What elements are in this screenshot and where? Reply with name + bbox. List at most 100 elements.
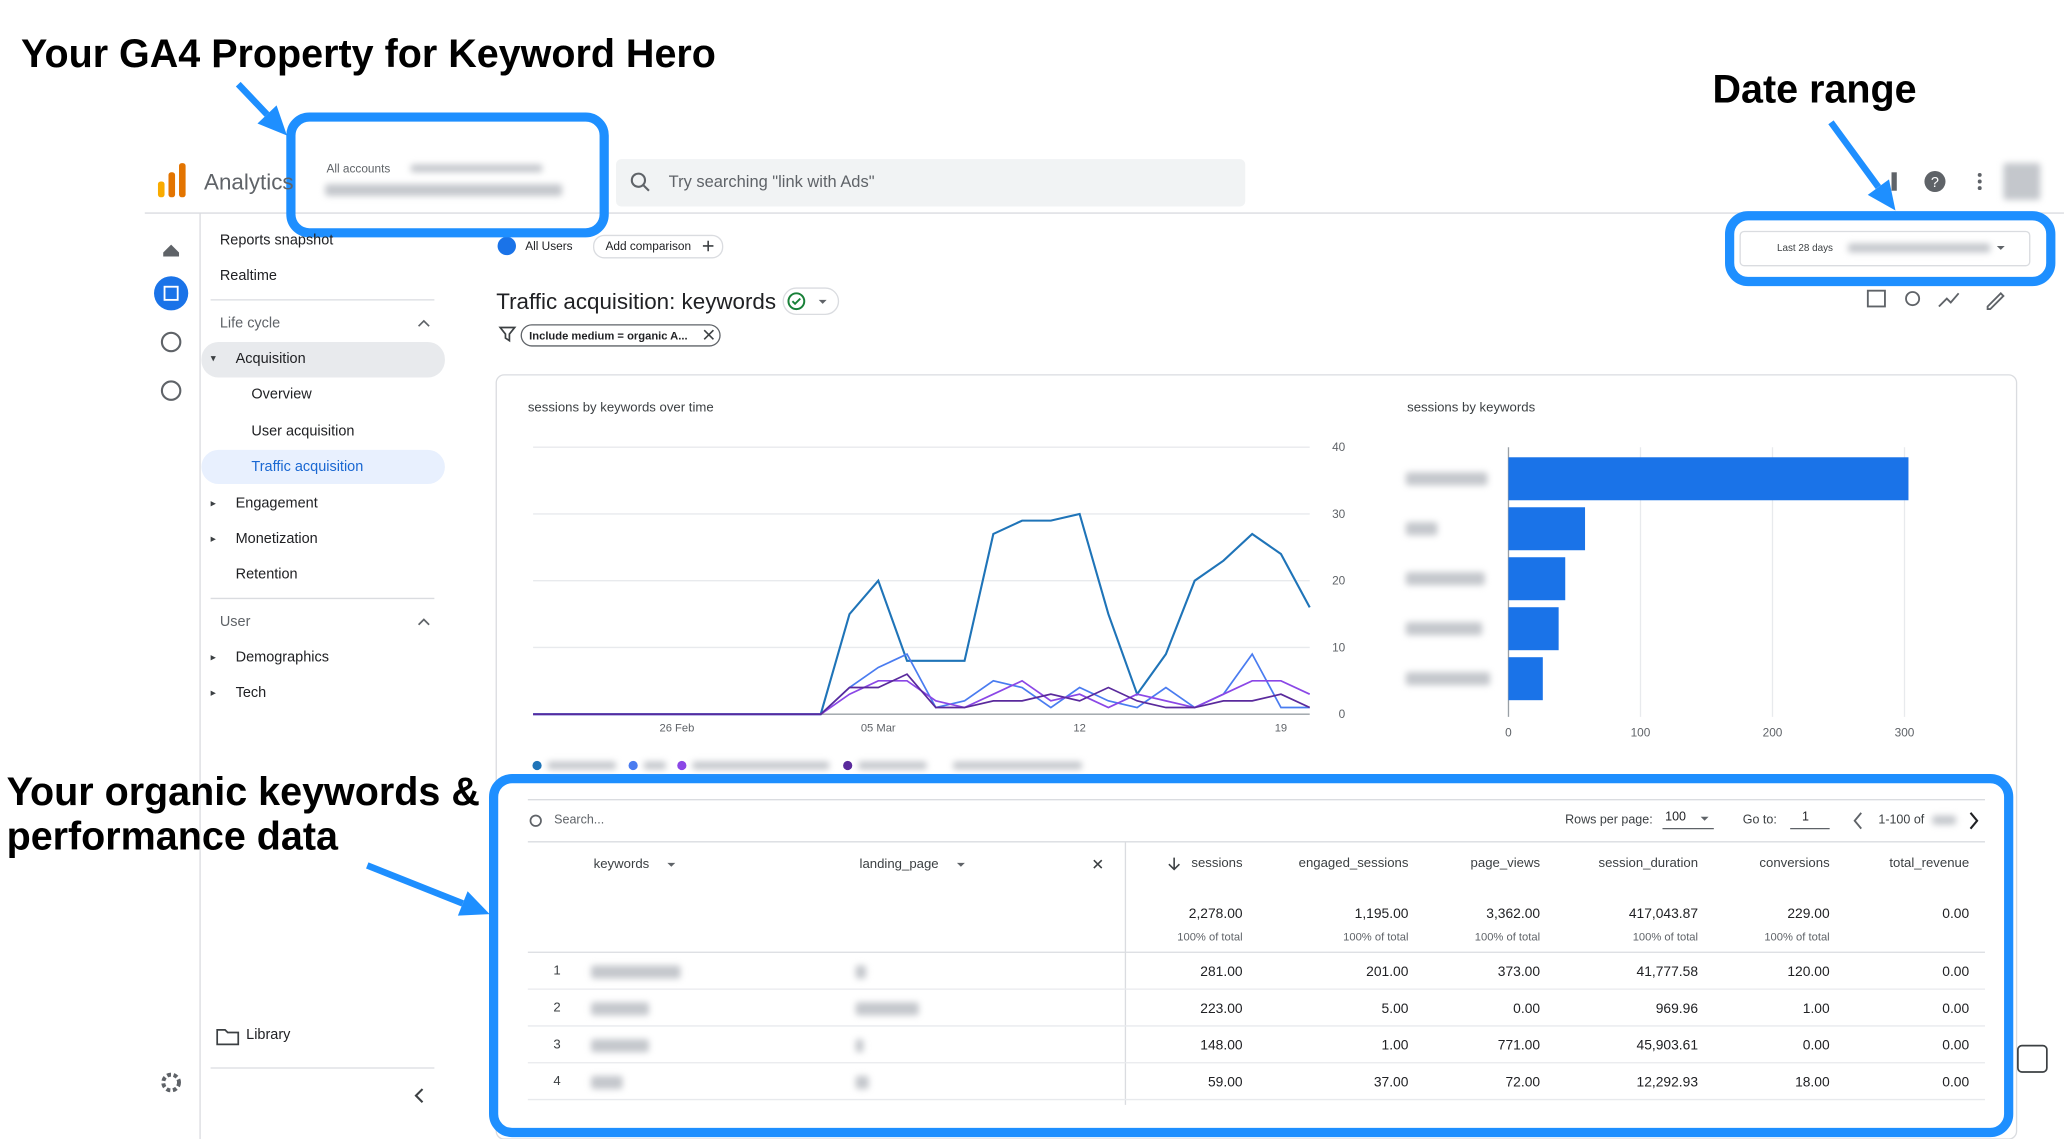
annotation-arrowhead — [257, 105, 287, 136]
cell-value: 0.00 — [1942, 1000, 1970, 1017]
total-value: 417,043.87 — [1628, 906, 1699, 923]
highlight-box — [489, 774, 2014, 1138]
settings-icon[interactable] — [161, 1072, 181, 1093]
legend-swatch — [628, 760, 638, 771]
chart-title: sessions by keywords — [1407, 401, 1536, 416]
nav-item[interactable]: Overview — [251, 386, 312, 403]
y-tick-label: 30 — [1332, 507, 1346, 521]
annotation-arrow — [1828, 120, 1882, 190]
nav-item[interactable]: Monetization — [235, 531, 318, 548]
filter-chip[interactable] — [520, 324, 721, 347]
next-page[interactable] — [1969, 812, 1979, 830]
redacted — [1932, 815, 1957, 825]
advertising-icon[interactable] — [160, 380, 182, 401]
nav-item[interactable]: Demographics — [235, 649, 329, 666]
column-header: total_revenue — [1889, 856, 1970, 871]
feedback-icon[interactable] — [2017, 1044, 2048, 1073]
nav-item[interactable]: Library — [246, 1027, 291, 1044]
redacted — [1405, 622, 1483, 636]
cell-value: 0.00 — [1942, 1037, 1970, 1054]
search-placeholder[interactable]: Try searching "link with Ads" — [668, 172, 875, 191]
segment-chip[interactable]: All Users — [525, 239, 573, 253]
redacted — [1848, 243, 1991, 253]
insights-icon[interactable] — [1938, 292, 1960, 308]
redacted — [410, 164, 543, 173]
prev-page[interactable] — [1853, 812, 1862, 830]
nav-item[interactable]: Engagement — [235, 495, 318, 512]
filter-text: Include medium = organic A... — [529, 328, 688, 342]
rows-per-page-value[interactable]: 100 — [1665, 810, 1686, 825]
annotation-arrowhead — [457, 891, 490, 916]
redacted — [1405, 472, 1488, 486]
cell-value: 0.00 — [1942, 1074, 1970, 1091]
annotation-arrowhead — [1867, 179, 1896, 211]
cell-value: 1.00 — [1381, 1037, 1409, 1054]
total-value: 1,195.00 — [1354, 906, 1409, 923]
date-label[interactable]: Last 28 days — [1777, 242, 1833, 254]
go-to-value[interactable]: 1 — [1802, 810, 1809, 825]
nav-item[interactable]: Retention — [235, 566, 298, 583]
status-caret — [818, 299, 827, 304]
go-to-label: Go to: — [1742, 812, 1777, 828]
share-icon[interactable] — [1905, 291, 1921, 307]
annotation: Your GA4 Property for Keyword Hero — [21, 32, 716, 77]
total-value: 229.00 — [1787, 906, 1830, 923]
nav-caret[interactable]: ▸ — [210, 532, 216, 545]
nav-item[interactable]: Reports snapshot — [219, 232, 334, 249]
y-tick-label: 0 — [1339, 707, 1346, 721]
table-search[interactable]: Search... — [554, 812, 605, 828]
nav-caret[interactable]: ▸ — [210, 686, 216, 699]
nav-item[interactable]: User — [219, 614, 251, 631]
help-icon[interactable] — [1924, 170, 1946, 193]
cell-value: 771.00 — [1497, 1037, 1541, 1054]
redacted — [547, 761, 617, 770]
status-chip[interactable] — [782, 287, 840, 316]
annotation: Date range — [1712, 68, 1917, 112]
total-note: 100% of total — [1632, 929, 1699, 944]
y-tick-label: 10 — [1332, 640, 1346, 654]
redacted — [325, 184, 563, 196]
cell-value: 12,292.93 — [1636, 1074, 1699, 1091]
collapse-icon[interactable] — [414, 1088, 424, 1103]
nav-item[interactable]: Acquisition — [235, 351, 306, 367]
nav-item[interactable]: Traffic acquisition — [251, 459, 364, 475]
cell-value: 120.00 — [1787, 964, 1830, 980]
redacted — [591, 965, 681, 979]
column-header[interactable]: landing_page — [859, 857, 939, 873]
library-icon[interactable] — [216, 1029, 240, 1046]
redacted — [858, 761, 927, 770]
report-title: Traffic acquisition: keywords — [496, 289, 777, 315]
status-icon — [787, 292, 806, 311]
redacted — [1405, 572, 1485, 586]
breadcrumb: All accounts — [326, 161, 391, 175]
comparison-chip[interactable] — [592, 234, 724, 259]
menu-dot[interactable] — [1977, 172, 1982, 177]
search-box[interactable] — [616, 159, 1246, 207]
column-header[interactable]: keywords — [593, 857, 650, 873]
edit-icon[interactable] — [1986, 292, 2005, 311]
cell-value: 281.00 — [1200, 964, 1243, 980]
bar — [1508, 507, 1586, 551]
bar — [1508, 457, 1909, 501]
nav-caret[interactable]: ▸ — [210, 651, 216, 663]
cell-value: 223.00 — [1200, 1000, 1243, 1017]
cell-value: 72.00 — [1505, 1074, 1541, 1091]
explore-icon[interactable] — [160, 331, 182, 353]
nav-item[interactable]: User acquisition — [251, 423, 355, 440]
nav-item[interactable]: Realtime — [219, 268, 277, 285]
sort-caret — [956, 862, 965, 867]
row-number: 1 — [553, 964, 561, 979]
add-comparison[interactable]: Add comparison — [605, 239, 692, 253]
nav-item[interactable]: Tech — [235, 685, 267, 702]
nav-item[interactable]: Life cycle — [219, 315, 281, 332]
home-icon[interactable] — [163, 244, 180, 257]
nav-caret[interactable]: ▾ — [210, 352, 216, 365]
menu-dot — [1977, 186, 1982, 191]
customize-icon[interactable] — [1866, 289, 1886, 308]
apps-icon[interactable] — [1891, 172, 1897, 191]
reports-icon[interactable] — [154, 276, 189, 311]
x-tick-label: 26 Feb — [659, 720, 695, 734]
nav-caret[interactable]: ▸ — [210, 497, 216, 510]
